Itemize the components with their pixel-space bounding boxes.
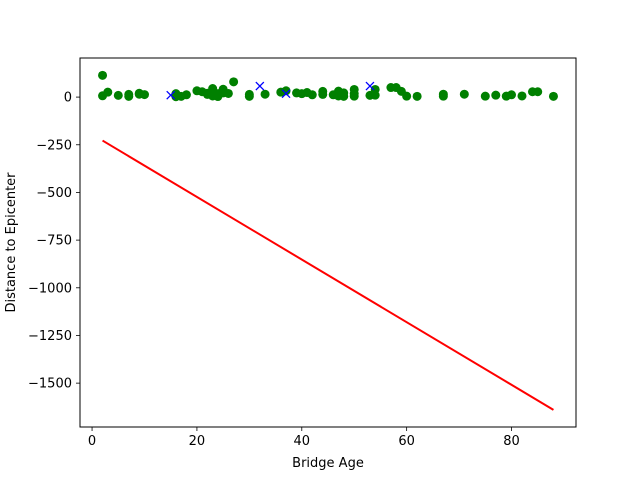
y-axis-label: Distance to Epicenter — [4, 172, 19, 313]
data-point — [548, 91, 558, 101]
plot-marks — [98, 70, 558, 411]
data-point — [103, 87, 113, 97]
data-point — [517, 91, 527, 101]
data-point — [113, 90, 123, 100]
data-point — [223, 88, 233, 98]
x-marker-stroke — [365, 81, 375, 91]
x-marker-point — [281, 89, 291, 99]
data-point — [480, 91, 490, 101]
data-point — [438, 91, 448, 101]
data-point — [181, 90, 191, 100]
x-tick-label: 40 — [294, 434, 311, 449]
x-marker-stroke — [281, 89, 291, 99]
data-point — [491, 90, 501, 100]
y-tick-label: −250 — [36, 138, 72, 153]
data-point — [349, 91, 359, 101]
data-point — [459, 89, 469, 99]
data-point — [139, 90, 149, 100]
x-axis-ticks: 0 20 40 60 80 — [88, 427, 520, 449]
x-marker-stroke — [255, 81, 265, 91]
plot-frame — [79, 57, 577, 428]
y-tick-label: −1000 — [28, 281, 72, 296]
x-tick-label: 0 — [88, 434, 96, 449]
data-point — [307, 90, 317, 100]
x-axis-label: Bridge Age — [292, 456, 364, 471]
data-point — [318, 89, 328, 99]
y-tick-label: −1500 — [28, 377, 72, 392]
x-marker-point — [255, 81, 265, 91]
data-point — [124, 91, 134, 101]
data-point — [281, 86, 291, 96]
data-point — [402, 91, 412, 101]
plot-area — [80, 58, 576, 427]
data-point — [229, 77, 239, 87]
trend-line — [102, 139, 554, 411]
x-tick-label: 80 — [503, 434, 520, 449]
data-point — [533, 87, 543, 97]
y-tick-label: −750 — [36, 234, 72, 249]
x-marker-point — [365, 81, 375, 91]
data-point — [244, 91, 254, 101]
data-point — [370, 90, 380, 100]
x-marker-point — [166, 90, 176, 100]
data-point — [260, 89, 270, 99]
data-point — [339, 91, 349, 101]
x-marker-stroke — [166, 90, 176, 100]
data-point — [98, 70, 108, 80]
y-tick-label: −500 — [36, 186, 72, 201]
x-tick-label: 60 — [398, 434, 415, 449]
data-point — [507, 90, 517, 100]
y-tick-label: −1250 — [28, 329, 72, 344]
data-point — [412, 91, 422, 101]
y-tick-label: 0 — [64, 91, 72, 106]
x-tick-label: 20 — [189, 434, 206, 449]
y-axis-ticks: 0 −250 −500 −750 −1000 −1250 −1500 — [28, 91, 80, 392]
